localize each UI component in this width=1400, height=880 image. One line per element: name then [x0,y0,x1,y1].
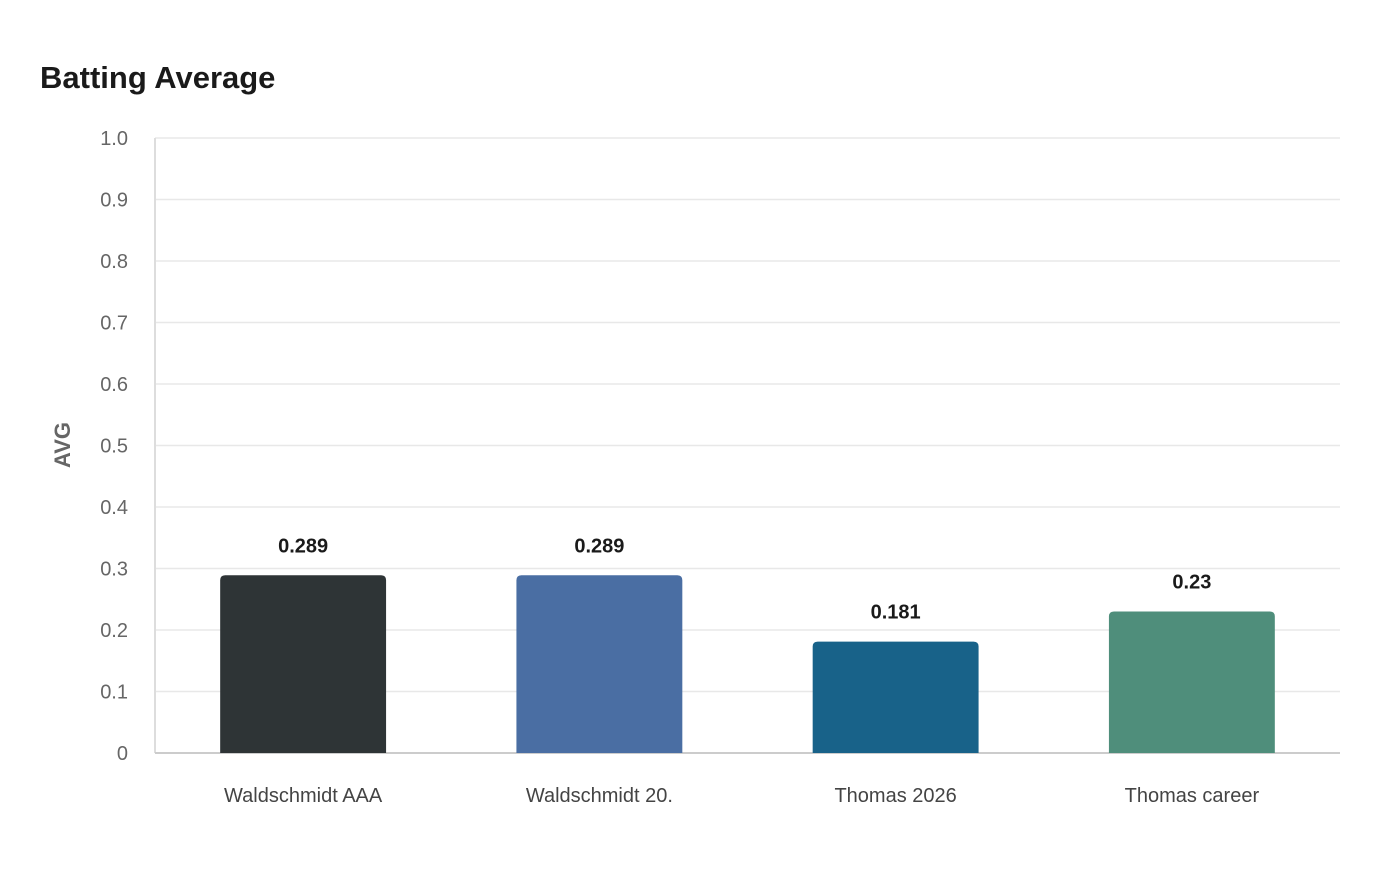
y-tick-label: 0.4 [100,497,128,519]
value-label: 0.181 [871,602,921,624]
bar [516,575,683,753]
value-label: 0.289 [278,535,328,557]
y-tick-label: 0 [117,743,128,765]
bar [1108,611,1275,753]
value-labels: 0.289 0.289 0.181 0.23 [278,535,1211,623]
bars [220,575,1275,753]
y-tick-label: 0.9 [100,190,128,212]
y-tick-label: 1.0 [100,128,128,150]
x-tick-label: Thomas 2026 [834,785,956,807]
x-tick-label: Waldschmidt 20. [526,785,673,807]
gridlines [155,137,1340,693]
y-tick-label: 0.7 [100,313,128,335]
category-labels: Waldschmidt AAA Waldschmidt 20. Thomas 202… [224,785,1259,807]
y-tick-label: 0.5 [100,436,128,458]
y-tick-label: 0.2 [100,620,128,642]
y-tick-label: 0.1 [100,682,128,704]
chart-title: Batting Average [40,60,276,95]
y-tick-label: 0.6 [100,374,128,396]
y-tick-label: 0.8 [100,251,128,273]
bar [812,641,979,753]
y-tick-label: 0.3 [100,559,128,581]
value-label: 0.289 [574,535,624,557]
x-tick-label: Waldschmidt AAA [224,785,383,807]
value-label: 0.23 [1172,572,1211,594]
y-tick-labels: 0 0.1 0.2 0.3 0.4 0.5 0.6 0.7 0.8 0.9 1.0 [100,128,128,765]
x-tick-label: Thomas career [1125,785,1260,807]
y-axis-title: AVG [50,422,75,468]
bar [220,575,387,753]
